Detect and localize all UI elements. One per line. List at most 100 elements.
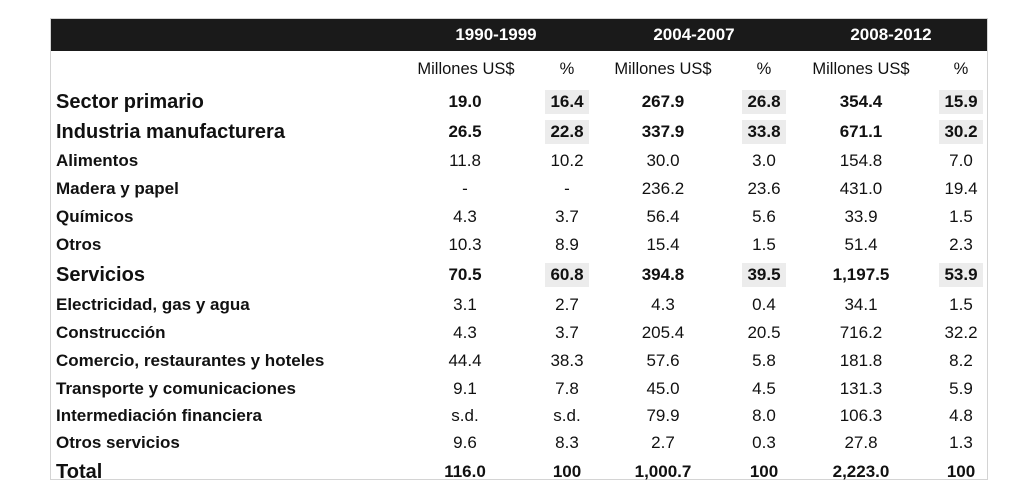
percent-cell: 100 <box>946 462 976 481</box>
value-cell: 10.3 <box>448 235 482 254</box>
value-cell: 154.8 <box>839 151 883 170</box>
percent-cell: 20.5 <box>747 323 781 342</box>
percent-cell: 10.2 <box>550 151 584 170</box>
percent-cell: 0.3 <box>752 433 776 452</box>
value-cell: 15.4 <box>646 235 680 254</box>
table-row: Intermediación financiera s.d. s.d. 79.9 8.0… <box>51 404 987 428</box>
percent-cell: 1.5 <box>752 235 776 254</box>
row-label: Comercio, restaurantes y hoteles <box>56 351 325 370</box>
percent-cell: 32.2 <box>944 323 978 342</box>
value-cell: 236.2 <box>641 179 685 198</box>
percent-cell: 1.5 <box>949 207 973 226</box>
value-cell: 4.3 <box>453 207 477 226</box>
percent-cell: 0.4 <box>752 295 776 314</box>
percent-cell: 23.6 <box>747 179 781 198</box>
value-cell: 1,000.7 <box>634 462 692 481</box>
unit-header-millones-2: Millones US$ <box>614 60 712 78</box>
table-row: Electricidad, gas y agua 3.1 2.7 4.3 0.4 34.1… <box>51 293 987 317</box>
value-cell: 9.6 <box>453 433 477 452</box>
unit-header-percent-1: % <box>559 60 575 78</box>
unit-header-millones-3: Millones US$ <box>812 60 910 78</box>
value-cell: 2,223.0 <box>832 462 890 481</box>
value-cell: 431.0 <box>839 179 883 198</box>
period-header-bar <box>51 19 987 51</box>
value-cell: 671.1 <box>839 122 883 141</box>
percent-cell: s.d. <box>553 406 581 425</box>
table-row: Químicos 4.3 3.7 56.4 5.6 33.9 1.5 <box>51 205 987 229</box>
percent-cell: 8.0 <box>752 406 776 425</box>
table-row: Comercio, restaurantes y hoteles 44.4 38.3… <box>51 349 987 373</box>
value-cell: 27.8 <box>844 433 878 452</box>
value-cell: 30.0 <box>646 151 680 170</box>
row-label: Transporte y comunicaciones <box>56 379 296 398</box>
row-label: Intermediación financiera <box>56 406 262 425</box>
table-row: Otros servicios 9.6 8.3 2.7 0.3 27.8 1.3 <box>51 431 987 455</box>
value-cell: 33.9 <box>844 207 878 226</box>
period-header-2008-2012: 2008-2012 <box>850 25 932 44</box>
row-label: Industria manufacturera <box>56 121 285 143</box>
value-cell: 354.4 <box>839 92 883 111</box>
percent-cell: 3.0 <box>752 151 776 170</box>
value-cell: - <box>462 179 468 198</box>
row-label: Total <box>56 461 103 483</box>
value-cell: 34.1 <box>844 295 878 314</box>
value-cell: 267.9 <box>641 92 685 111</box>
row-label: Otros <box>56 235 102 254</box>
table-row: Madera y papel - - 236.2 23.6 431.0 19.4 <box>51 177 987 201</box>
value-cell: 337.9 <box>641 122 685 141</box>
table-row: Total 116.0 100 1,000.7 100 2,223.0 100 <box>51 459 987 485</box>
percent-cell: 2.7 <box>555 295 579 314</box>
percent-cell: - <box>564 179 570 198</box>
value-cell: 2.7 <box>651 433 675 452</box>
value-cell: 1,197.5 <box>832 265 890 284</box>
value-cell: 26.5 <box>448 122 482 141</box>
unit-header-percent-2: % <box>756 60 772 78</box>
value-cell: 70.5 <box>448 265 482 284</box>
percent-cell: 5.8 <box>752 351 776 370</box>
value-cell: 3.1 <box>453 295 477 314</box>
value-cell: 57.6 <box>646 351 680 370</box>
value-cell: 116.0 <box>444 462 486 481</box>
value-cell: 79.9 <box>646 406 680 425</box>
value-cell: 4.3 <box>453 323 477 342</box>
percent-cell: 53.9 <box>939 263 983 287</box>
row-label: Alimentos <box>56 151 139 170</box>
percent-cell: 4.5 <box>752 379 776 398</box>
row-label: Otros servicios <box>56 433 180 452</box>
percent-cell: 100 <box>749 462 779 481</box>
percent-cell: 39.5 <box>742 263 786 287</box>
value-cell: 106.3 <box>839 406 883 425</box>
percent-cell: 8.9 <box>555 235 579 254</box>
table-row: Servicios 70.5 60.8 394.8 39.5 1,197.5 53.9 <box>51 262 987 288</box>
table-row: Industria manufacturera 26.5 22.8 337.9 33.8… <box>51 119 987 145</box>
percent-cell: 26.8 <box>742 90 786 114</box>
unit-header-percent-3: % <box>953 60 969 78</box>
period-header-1990-1999: 1990-1999 <box>455 25 537 44</box>
percent-cell: 22.8 <box>545 120 589 144</box>
value-cell: 45.0 <box>646 379 680 398</box>
percent-cell: 3.7 <box>555 323 579 342</box>
value-cell: 181.8 <box>839 351 883 370</box>
value-cell: s.d. <box>451 406 479 425</box>
percent-cell: 8.3 <box>555 433 579 452</box>
percent-cell: 1.3 <box>949 433 973 452</box>
percent-cell: 3.7 <box>555 207 579 226</box>
value-cell: 131.3 <box>839 379 883 398</box>
row-label: Servicios <box>56 264 145 286</box>
table-row: Alimentos 11.8 10.2 30.0 3.0 154.8 7.0 <box>51 149 987 173</box>
percent-cell: 5.9 <box>949 379 973 398</box>
percent-cell: 7.0 <box>949 151 973 170</box>
table-row: Sector primario 19.0 16.4 267.9 26.8 354.4 15.… <box>51 89 987 115</box>
percent-cell: 30.2 <box>939 120 983 144</box>
table-row: Construcción 4.3 3.7 205.4 20.5 716.2 32.2 <box>51 321 987 345</box>
row-label: Sector primario <box>56 91 204 113</box>
data-table: 1990-1999 2004-2007 2008-2012 Millones U… <box>50 18 988 483</box>
percent-cell: 38.3 <box>550 351 584 370</box>
unit-header-millones-1: Millones US$ <box>417 60 515 78</box>
percent-cell: 16.4 <box>545 90 589 114</box>
value-cell: 394.8 <box>641 265 685 284</box>
row-label: Químicos <box>56 207 134 226</box>
value-cell: 9.1 <box>453 379 477 398</box>
percent-cell: 15.9 <box>939 90 983 114</box>
percent-cell: 2.3 <box>949 235 973 254</box>
